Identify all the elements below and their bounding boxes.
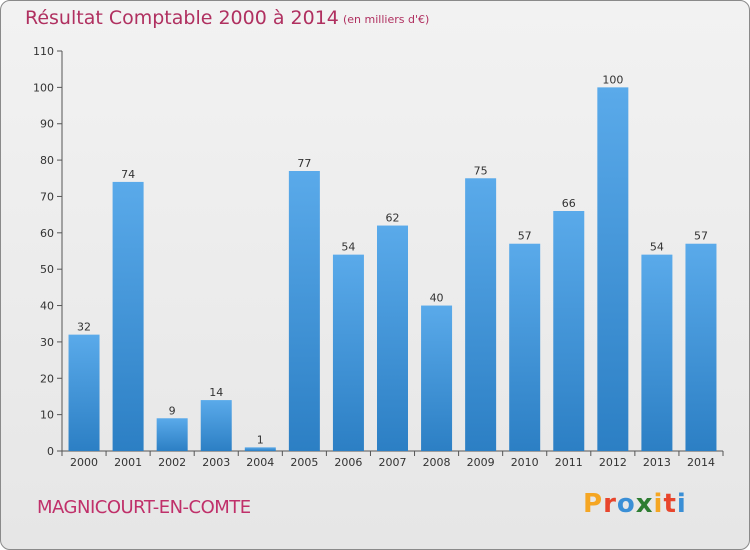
y-tick-label: 60 — [40, 227, 54, 240]
x-tick-label: 2000 — [70, 456, 98, 469]
bar — [332, 254, 364, 451]
data-label: 57 — [694, 230, 708, 243]
y-tick-label: 10 — [40, 409, 54, 422]
x-tick-label: 2008 — [423, 456, 451, 469]
x-tick-label: 2014 — [687, 456, 715, 469]
chart-subtitle: (en milliers d'€) — [343, 13, 430, 26]
data-label: 66 — [562, 197, 576, 210]
bar — [597, 87, 629, 451]
y-tick-label: 80 — [40, 154, 54, 167]
y-tick-label: 70 — [40, 190, 54, 203]
brand-letter: x — [635, 489, 654, 519]
brand-letter: i — [676, 489, 687, 519]
data-label: 32 — [77, 321, 91, 334]
bar — [465, 178, 497, 452]
x-tick-label: 2001 — [114, 456, 142, 469]
bar — [377, 225, 408, 451]
commune-name: MAGNICOURT-EN-COMTE — [37, 497, 251, 518]
brand-letter: P — [583, 489, 604, 519]
y-tick-label: 20 — [40, 372, 54, 385]
x-tick-label: 2011 — [555, 456, 583, 469]
bar — [288, 171, 320, 451]
y-tick-label: 0 — [47, 445, 54, 458]
brand-letter: t — [663, 489, 677, 519]
x-tick-label: 2010 — [511, 456, 539, 469]
data-label: 54 — [341, 241, 355, 254]
x-tick-label: 2005 — [290, 456, 318, 469]
y-tick-label: 110 — [33, 45, 54, 58]
data-label: 1 — [257, 433, 264, 446]
y-tick-label: 40 — [40, 300, 54, 313]
y-tick-label: 50 — [40, 263, 54, 276]
x-tick-label: 2004 — [246, 456, 274, 469]
x-tick-label: 2013 — [643, 456, 671, 469]
y-tick-label: 90 — [40, 118, 54, 131]
data-label: 74 — [121, 168, 135, 181]
x-tick-label: 2007 — [379, 456, 407, 469]
bar — [421, 305, 453, 451]
bar — [509, 243, 541, 451]
bar — [685, 243, 717, 451]
bar — [68, 334, 100, 451]
data-label: 100 — [602, 73, 623, 86]
data-label: 57 — [518, 230, 532, 243]
brand-letter: r — [603, 489, 617, 519]
data-label: 62 — [386, 212, 400, 225]
data-label: 14 — [209, 386, 223, 399]
data-label: 40 — [430, 292, 444, 305]
bar — [200, 400, 232, 451]
chart-title: Résultat Comptable 2000 à 2014 — [25, 7, 339, 29]
proxiti-logo: Proxiti — [583, 489, 687, 519]
y-tick-label: 30 — [40, 336, 54, 349]
bar — [112, 181, 144, 451]
data-label: 75 — [474, 164, 488, 177]
x-tick-label: 2002 — [158, 456, 186, 469]
x-tick-label: 2009 — [467, 456, 495, 469]
brand-letter: o — [616, 489, 636, 519]
bar — [156, 418, 188, 451]
bar — [244, 447, 276, 451]
data-label: 9 — [169, 404, 176, 417]
data-label: 54 — [650, 241, 664, 254]
data-label: 77 — [297, 157, 311, 170]
brand-letter: i — [653, 489, 664, 519]
bar — [641, 254, 673, 451]
x-tick-label: 2012 — [599, 456, 627, 469]
y-tick-label: 100 — [33, 81, 54, 94]
x-tick-label: 2006 — [334, 456, 362, 469]
x-tick-label: 2003 — [202, 456, 230, 469]
bar — [553, 211, 585, 451]
